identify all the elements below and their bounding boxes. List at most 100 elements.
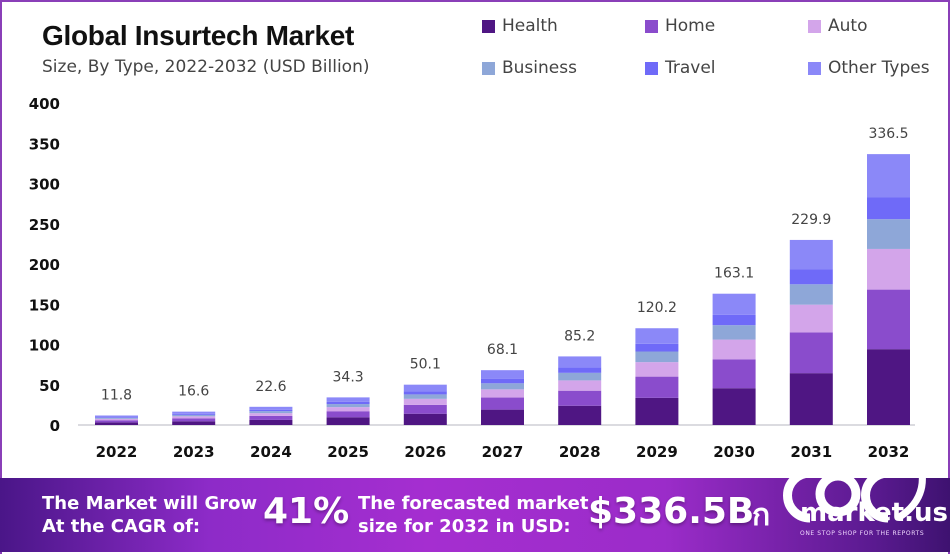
bar-segment-auto-2026 — [403, 398, 447, 405]
bar-total-label: 68.1 — [487, 342, 518, 358]
bar-segment-other-types-2022 — [95, 415, 138, 418]
legend-item-auto: Auto — [808, 16, 867, 36]
chart-subtitle: Size, By Type, 2022-2032 (USD Billion) — [42, 57, 370, 77]
x-tick-label: 2029 — [636, 443, 678, 461]
y-tick-label: 100 — [29, 337, 60, 355]
bar-segment-health-2027 — [481, 409, 524, 425]
forecast-label: The forecasted market size for 2032 in U… — [358, 492, 588, 538]
bar-segment-auto-2025 — [326, 407, 370, 412]
bar-segment-health-2026 — [403, 413, 447, 425]
bar-total-label: 85.2 — [564, 328, 595, 344]
bar-segment-travel-2031 — [789, 269, 833, 285]
legend: Health Home Auto Business Travel Other T… — [480, 14, 940, 84]
bar-segment-health-2028 — [558, 405, 602, 425]
y-tick-label: 250 — [29, 216, 60, 234]
bar-total-label: 163.1 — [714, 266, 754, 282]
bar-total-label: 120.2 — [637, 300, 677, 316]
bar-segment-auto-2028 — [558, 380, 602, 391]
bar-segment-home-2028 — [558, 390, 602, 406]
y-tick-label: 300 — [29, 176, 60, 194]
bar-segment-auto-2029 — [635, 362, 679, 377]
bar-segment-auto-2032 — [867, 248, 910, 290]
bar-segment-business-2023 — [172, 414, 216, 417]
legend-swatch-other-types — [808, 61, 821, 75]
bar-segment-travel-2030 — [712, 314, 756, 326]
x-tick-label: 2032 — [868, 443, 910, 461]
y-tick-label: 150 — [29, 296, 60, 314]
bar-segment-other-types-2030 — [712, 293, 756, 315]
bar-segment-business-2032 — [867, 219, 910, 249]
legend-label: Travel — [665, 58, 716, 78]
brand-tagline: ONE STOP SHOP FOR THE REPORTS — [800, 530, 925, 537]
bar-segment-auto-2030 — [712, 339, 756, 360]
bar-segment-business-2022 — [95, 417, 138, 419]
bar-segment-auto-2024 — [249, 413, 293, 416]
bar-segment-home-2029 — [635, 376, 679, 398]
cagr-label: The Market will Grow At the CAGR of: — [42, 492, 257, 538]
bar-segment-home-2024 — [249, 415, 293, 420]
bar-segment-auto-2031 — [789, 304, 833, 333]
bar-segment-home-2022 — [95, 420, 138, 423]
bar-segment-home-2025 — [326, 411, 370, 418]
bar-segment-travel-2022 — [95, 417, 138, 418]
bar-segment-home-2027 — [481, 397, 524, 410]
bar-segment-auto-2023 — [172, 416, 216, 419]
forecast-label-line2: size for 2032 in USD: — [358, 516, 571, 537]
y-tick-label: 0 — [50, 417, 60, 435]
bar-total-label: 34.3 — [333, 369, 364, 385]
bar-segment-travel-2032 — [867, 197, 910, 220]
bar-segment-business-2025 — [326, 404, 370, 408]
bar-total-label: 22.6 — [255, 379, 286, 395]
x-tick-label: 2022 — [96, 443, 138, 461]
bar-segment-other-types-2024 — [249, 406, 293, 410]
bar-segment-health-2024 — [249, 419, 293, 425]
x-tick-label: 2023 — [173, 443, 215, 461]
legend-swatch-home — [645, 19, 658, 33]
forecast-value: $336.5B — [588, 491, 755, 532]
x-tick-label: 2031 — [790, 443, 832, 461]
cagr-label-line2: At the CAGR of: — [42, 516, 201, 537]
x-tick-label: 2026 — [404, 443, 446, 461]
legend-item-travel: Travel — [645, 58, 716, 78]
cagr-label-line1: The Market will Grow — [42, 493, 258, 514]
bar-segment-travel-2028 — [558, 367, 602, 373]
bar-segment-health-2022 — [95, 422, 138, 425]
legend-swatch-health — [482, 19, 495, 33]
bar-segment-business-2026 — [403, 394, 447, 399]
bar-segment-business-2028 — [558, 372, 602, 381]
bar-segment-business-2029 — [635, 351, 679, 363]
bar-segment-travel-2025 — [326, 401, 370, 405]
bar-segment-travel-2026 — [403, 391, 447, 395]
watermark-logo-icon — [783, 462, 926, 523]
legend-item-other-types: Other Types — [808, 58, 930, 78]
bar-total-label: 11.8 — [101, 388, 132, 404]
bar-segment-business-2024 — [249, 411, 293, 414]
legend-swatch-business — [482, 61, 495, 75]
bar-segment-home-2030 — [712, 359, 756, 389]
bar-segment-home-2031 — [789, 332, 833, 374]
bar-segment-travel-2024 — [249, 409, 293, 412]
bar-segment-health-2025 — [326, 417, 370, 425]
bar-segment-auto-2022 — [95, 418, 138, 421]
bar-segment-other-types-2031 — [789, 239, 833, 270]
x-tick-label: 2028 — [559, 443, 601, 461]
legend-item-health: Health — [482, 16, 558, 36]
cagr-value: 41% — [263, 491, 350, 532]
legend-swatch-auto — [808, 19, 821, 33]
bar-segment-travel-2023 — [172, 413, 216, 415]
bar-segment-health-2030 — [712, 388, 756, 425]
bar-segment-other-types-2025 — [326, 397, 370, 402]
legend-label: Business — [502, 58, 577, 78]
bar-segment-home-2026 — [403, 404, 447, 414]
stacked-bar-chart: 0 50 100 150 200 250 300 350 400 11.8 2022 16.6 2023… — [29, 95, 915, 461]
bar-total-label: 229.9 — [791, 212, 831, 228]
x-tick-label: 2025 — [327, 443, 369, 461]
legend-label: Health — [502, 16, 558, 36]
bar-segment-other-types-2029 — [635, 328, 679, 344]
legend-label: Other Types — [828, 58, 930, 78]
bar-segment-health-2029 — [635, 397, 679, 425]
x-tick-label: 2024 — [250, 443, 292, 461]
y-tick-label: 400 — [29, 95, 60, 113]
legend-label: Auto — [828, 16, 868, 36]
